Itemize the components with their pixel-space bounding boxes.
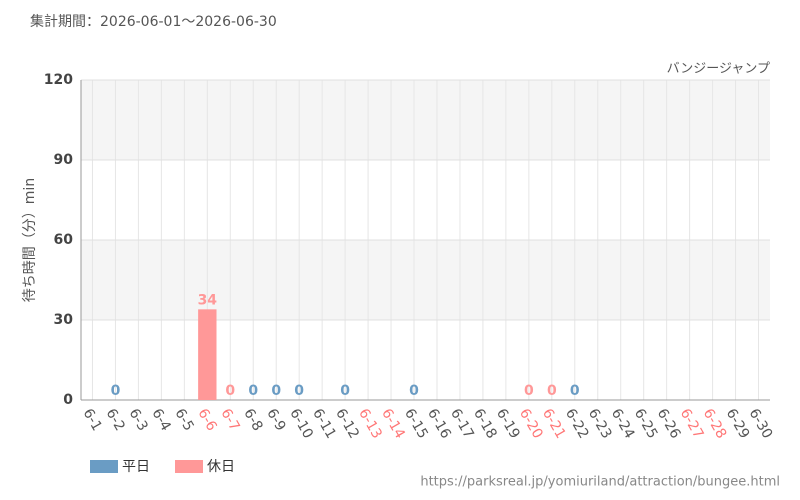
x-tick-label: 6-21 bbox=[539, 406, 569, 442]
x-tick-label: 6-12 bbox=[332, 406, 362, 442]
x-tick-label: 6-30 bbox=[746, 406, 776, 442]
x-tick-label: 6-4 bbox=[148, 406, 173, 434]
x-tick-label: 6-27 bbox=[677, 406, 707, 442]
x-tick-label: 6-19 bbox=[493, 406, 523, 442]
data-label: 0 bbox=[570, 383, 580, 399]
x-tick-label: 6-1 bbox=[80, 406, 105, 434]
y-tick-label: 0 bbox=[63, 392, 73, 408]
x-tick-label: 6-29 bbox=[723, 406, 753, 442]
y-tick-label: 60 bbox=[54, 232, 74, 248]
y-tick-label: 120 bbox=[44, 72, 73, 88]
data-label: 0 bbox=[547, 383, 557, 399]
x-tick-label: 6-28 bbox=[700, 406, 730, 442]
x-tick-label: 6-25 bbox=[631, 406, 661, 442]
x-tick-label: 6-6 bbox=[194, 406, 219, 434]
x-tick-label: 6-9 bbox=[263, 406, 288, 434]
data-label: 0 bbox=[111, 383, 121, 399]
x-tick-label: 6-23 bbox=[585, 406, 615, 442]
y-tick-label: 30 bbox=[54, 312, 74, 328]
x-tick-label: 6-10 bbox=[286, 406, 316, 442]
x-tick-label: 6-26 bbox=[654, 406, 684, 442]
x-tick-label: 6-14 bbox=[378, 406, 408, 442]
legend-swatch bbox=[175, 460, 203, 473]
x-tick-label: 6-8 bbox=[240, 406, 265, 434]
x-tick-label: 6-5 bbox=[171, 406, 196, 434]
legend-label: 休日 bbox=[207, 459, 235, 475]
x-tick-label: 6-11 bbox=[309, 406, 339, 442]
y-axis-label: 待ち時間（分）min bbox=[22, 178, 38, 302]
grid-band bbox=[81, 240, 770, 320]
y-tick-label: 90 bbox=[54, 152, 74, 168]
chart-subtitle: バンジージャンプ bbox=[667, 62, 770, 77]
x-tick-label: 6-17 bbox=[447, 406, 477, 442]
data-label: 0 bbox=[524, 383, 534, 399]
legend-swatch bbox=[90, 460, 118, 473]
source-url: https://parksreal.jp/yomiuriland/attract… bbox=[420, 475, 780, 490]
data-label: 0 bbox=[294, 383, 304, 399]
x-tick-label: 6-7 bbox=[217, 406, 242, 434]
data-label: 0 bbox=[409, 383, 419, 399]
data-label: 34 bbox=[198, 292, 218, 308]
x-tick-label: 6-3 bbox=[125, 406, 150, 434]
x-tick-label: 6-24 bbox=[608, 406, 638, 442]
legend-label: 平日 bbox=[122, 459, 150, 475]
chart-title: 集計期間：2026-06-01～2026-06-30 bbox=[30, 13, 277, 30]
x-tick-label: 6-22 bbox=[562, 406, 592, 442]
x-tick-label: 6-16 bbox=[424, 406, 454, 442]
data-label: 0 bbox=[271, 383, 281, 399]
x-tick-label: 6-20 bbox=[516, 406, 546, 442]
x-tick-label: 6-15 bbox=[401, 406, 431, 442]
x-tick-label: 6-2 bbox=[103, 406, 128, 434]
x-tick-label: 6-18 bbox=[470, 406, 500, 442]
x-tick-label: 6-13 bbox=[355, 406, 385, 442]
grid-band bbox=[81, 80, 770, 160]
bar bbox=[198, 309, 217, 400]
data-label: 0 bbox=[225, 383, 235, 399]
data-label: 0 bbox=[248, 383, 258, 399]
data-label: 0 bbox=[340, 383, 350, 399]
